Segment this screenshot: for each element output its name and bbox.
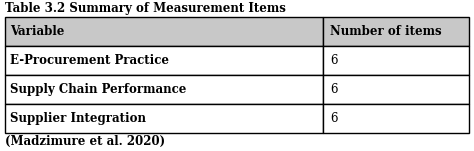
Bar — [323, 104, 469, 133]
Bar — [5, 75, 323, 104]
Bar — [323, 17, 469, 46]
Text: E-Procurement Practice: E-Procurement Practice — [10, 54, 169, 67]
Text: 6: 6 — [330, 54, 337, 67]
Text: Table 3.2 Summary of Measurement Items: Table 3.2 Summary of Measurement Items — [5, 2, 286, 15]
Text: Variable: Variable — [10, 25, 65, 38]
Text: (Madzimure et al. 2020): (Madzimure et al. 2020) — [5, 135, 165, 148]
Bar — [5, 46, 323, 75]
Text: Supply Chain Performance: Supply Chain Performance — [10, 83, 187, 96]
Text: Number of items: Number of items — [330, 25, 442, 38]
Text: 6: 6 — [330, 112, 337, 125]
Bar — [323, 75, 469, 104]
Bar — [5, 17, 323, 46]
Text: 6: 6 — [330, 83, 337, 96]
Text: Supplier Integration: Supplier Integration — [10, 112, 146, 125]
Bar — [5, 104, 323, 133]
Bar — [323, 46, 469, 75]
